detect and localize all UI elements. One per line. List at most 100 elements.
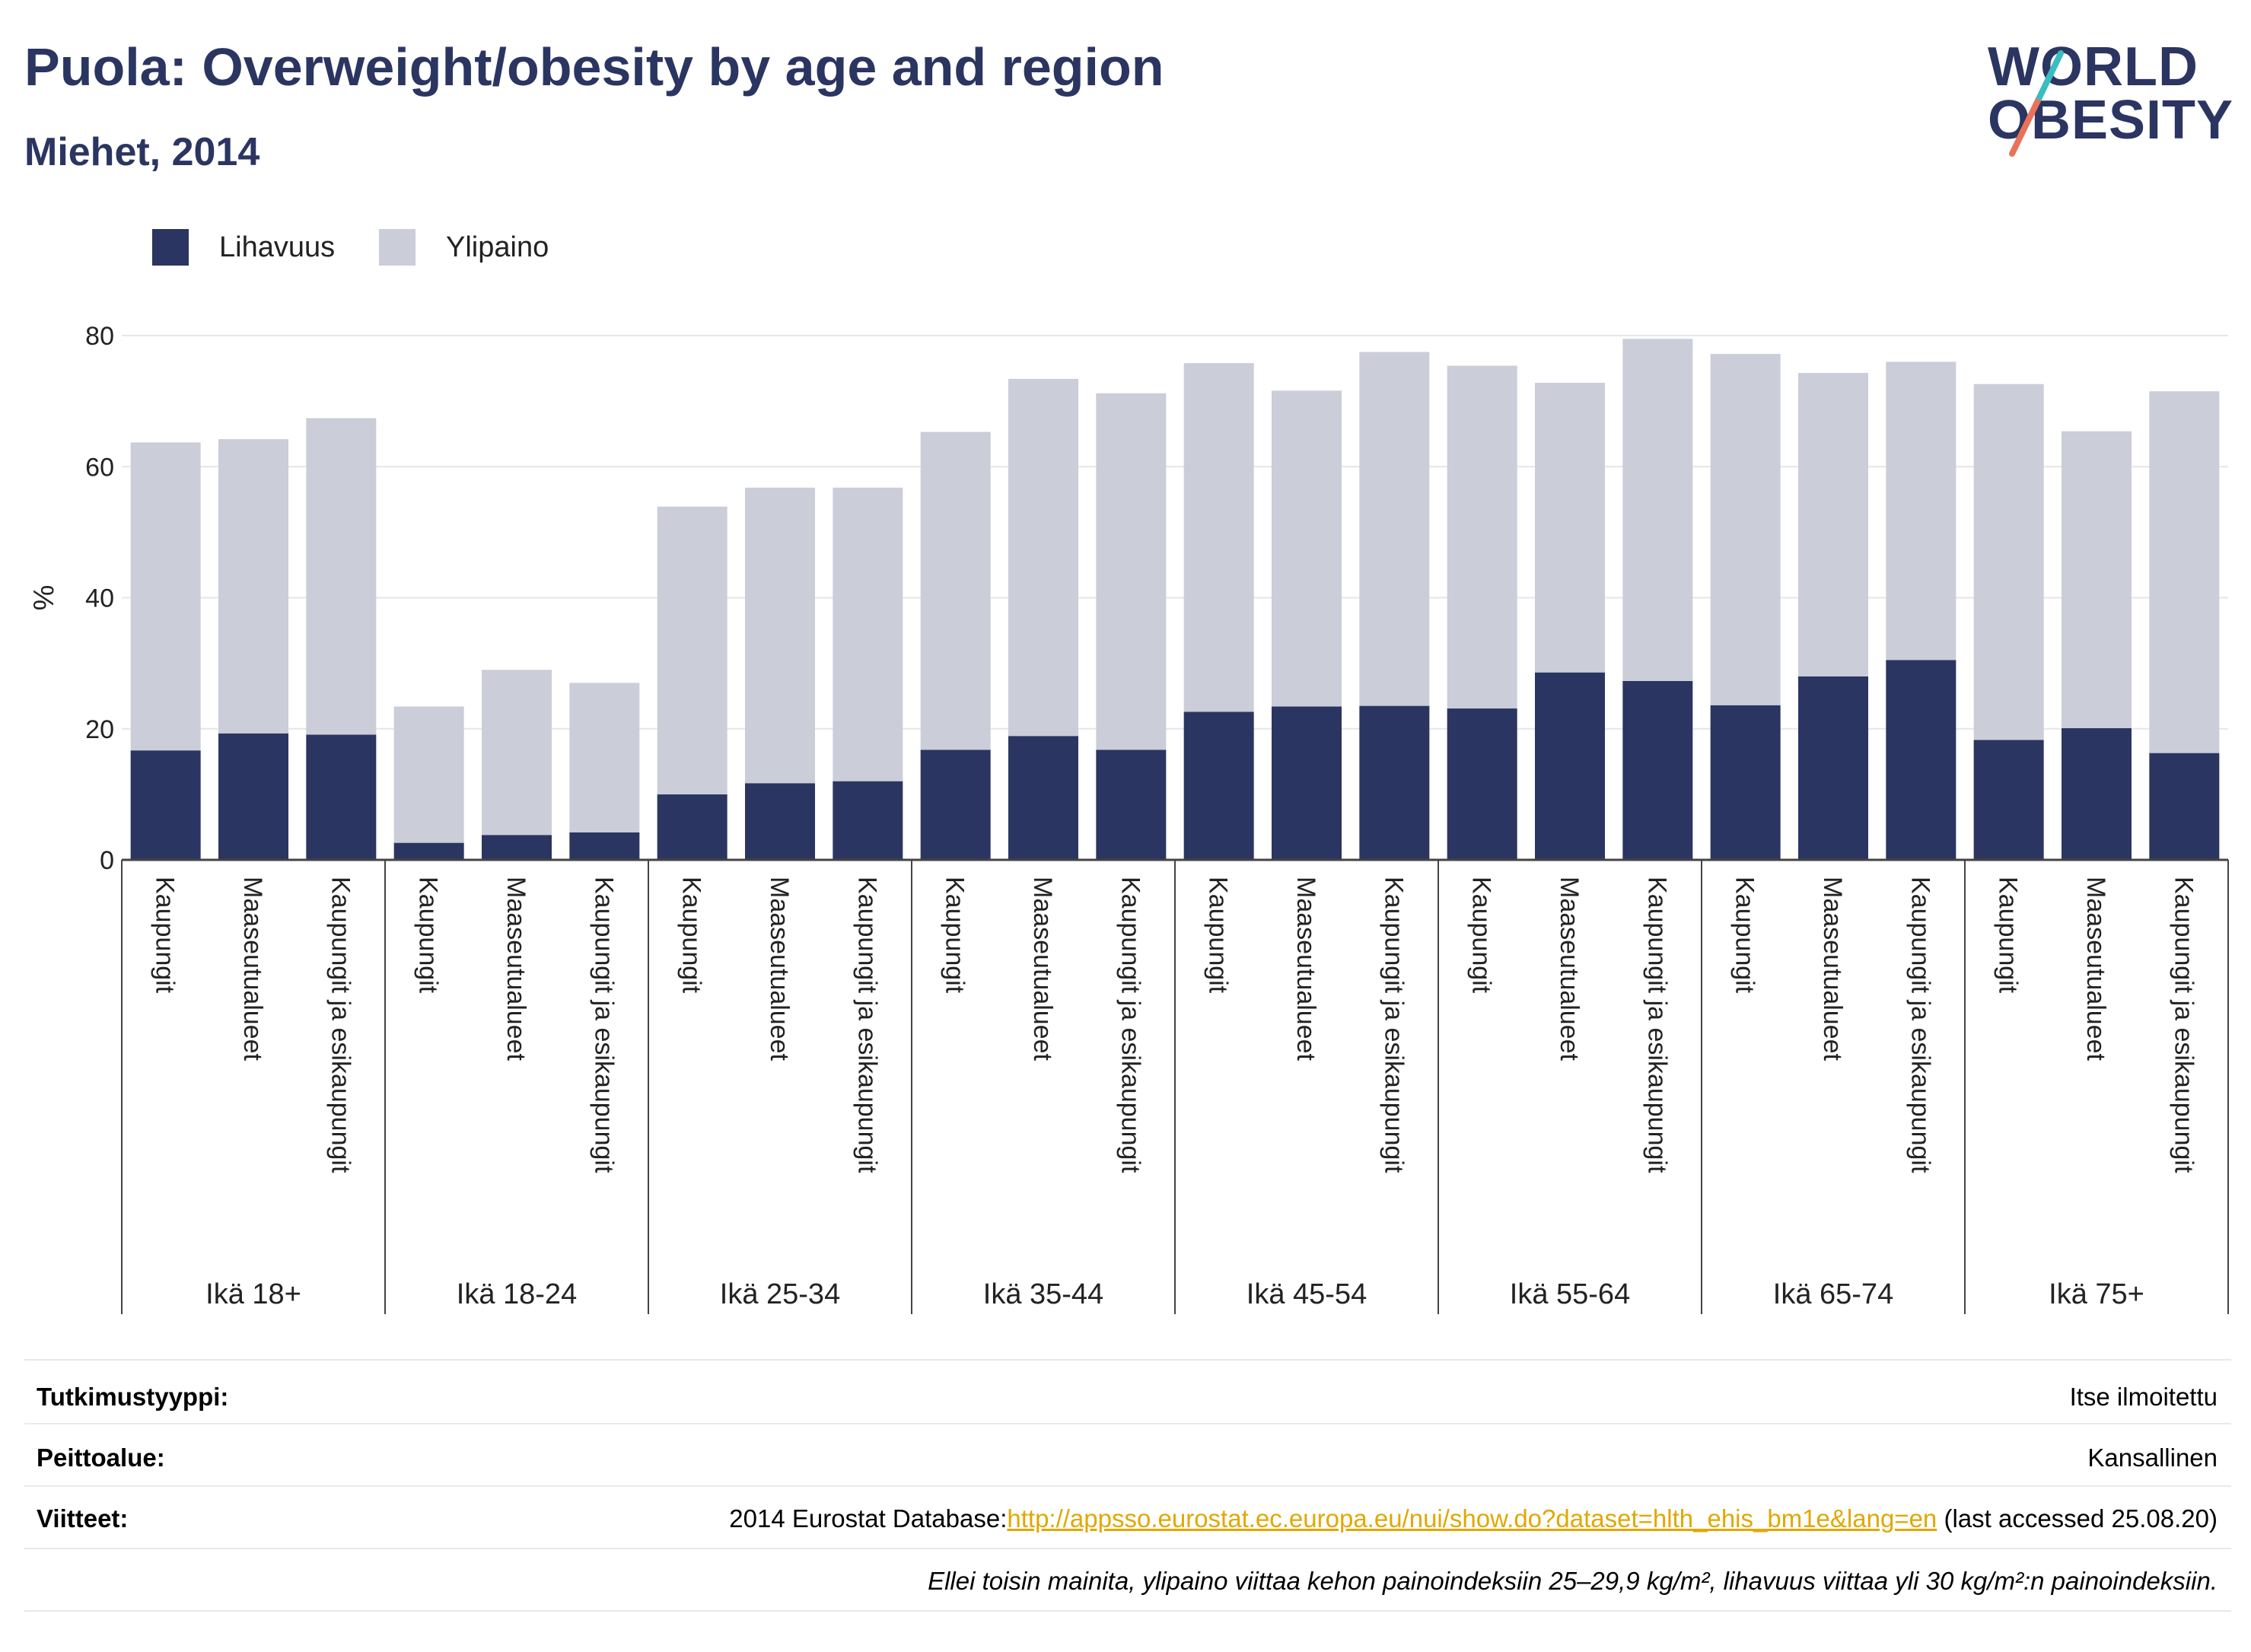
bar-ylipaino bbox=[218, 439, 288, 734]
x-tick-label: Maaseutualueet bbox=[765, 877, 794, 1062]
bar-ylipaino bbox=[2149, 391, 2220, 753]
x-tick-label: Maaseutualueet bbox=[1555, 877, 1584, 1062]
bar-ylipaino bbox=[1535, 383, 1605, 673]
x-tick-label: Kaupungit ja esikaupungit bbox=[326, 877, 355, 1173]
meta-key-study-type: Tutkimustyyppi: bbox=[37, 1383, 229, 1411]
y-tick-label: 0 bbox=[100, 846, 114, 875]
y-tick-label: 80 bbox=[85, 322, 114, 351]
bar-lihavuus bbox=[657, 794, 728, 860]
bar-ylipaino bbox=[920, 431, 991, 750]
x-tick-label: Kaupungit bbox=[677, 877, 706, 994]
bar-lihavuus bbox=[130, 750, 201, 860]
logo-word-world: WORLD bbox=[1988, 37, 2198, 97]
x-tick-label: Kaupungit bbox=[941, 877, 969, 994]
bar-lihavuus bbox=[1886, 660, 1956, 860]
legend-item-ylipaino: Ylipaino bbox=[379, 228, 549, 266]
bar-lihavuus bbox=[218, 733, 288, 860]
x-tick-label: Kaupungit ja esikaupungit bbox=[589, 877, 618, 1173]
x-tick-label: Kaupungit ja esikaupungit bbox=[1906, 877, 1934, 1173]
bar-ylipaino bbox=[657, 506, 728, 794]
x-tick-label: Kaupungit bbox=[1730, 877, 1759, 994]
eurostat-link[interactable]: http://appsso.eurostat.ec.europa.eu/nui/… bbox=[1007, 1504, 1937, 1533]
stacked-bar-chart: 0 20 40 60 80% Kaupungit Maaseutualueet Kaupung… bbox=[28, 322, 2229, 1314]
bar-lihavuus bbox=[393, 842, 464, 860]
group-label: Ikä 35-44 bbox=[983, 1278, 1103, 1310]
bar-ylipaino bbox=[1973, 384, 2044, 740]
x-tick-label: Kaupungit bbox=[151, 877, 180, 994]
group-label: Ikä 75+ bbox=[2049, 1278, 2144, 1310]
bar-lihavuus bbox=[1183, 711, 1254, 860]
x-tick-label: Maaseutualueet bbox=[1818, 877, 1847, 1062]
meta-divider bbox=[24, 1359, 2231, 1361]
meta-divider bbox=[24, 1423, 2231, 1424]
bar-lihavuus bbox=[920, 750, 991, 860]
legend-swatch-ylipaino bbox=[379, 229, 415, 266]
bar-ylipaino bbox=[130, 442, 201, 751]
bar-ylipaino bbox=[1096, 393, 1167, 750]
group-label: Ikä 55-64 bbox=[1510, 1278, 1630, 1310]
bar-lihavuus bbox=[569, 832, 640, 860]
y-axis-label: % bbox=[28, 585, 60, 611]
x-tick-label: Kaupungit bbox=[1204, 877, 1233, 994]
legend-swatch-lihavuus bbox=[152, 229, 189, 266]
bar-ylipaino bbox=[1008, 378, 1078, 737]
bar-lihavuus bbox=[1272, 706, 1342, 860]
bar-lihavuus bbox=[1535, 672, 1605, 860]
meta-value-references: 2014 Eurostat Database:http://appsso.eur… bbox=[729, 1504, 2218, 1533]
references-prefix: 2014 Eurostat Database: bbox=[729, 1504, 1008, 1533]
chart-subtitle: Miehet, 2014 bbox=[24, 130, 260, 174]
bar-lihavuus bbox=[2149, 753, 2220, 860]
chart-title: Puola: Overweight/obesity by age and reg… bbox=[24, 37, 1164, 97]
bar-ylipaino bbox=[1359, 352, 1430, 706]
meta-key-coverage: Peittoalue: bbox=[37, 1444, 165, 1472]
bar-lihavuus bbox=[1798, 676, 1868, 860]
bar-lihavuus bbox=[1096, 750, 1167, 860]
references-suffix: (last accessed 25.08.20) bbox=[1937, 1504, 2218, 1533]
bar-lihavuus bbox=[1710, 705, 1781, 860]
x-tick-label: Kaupungit bbox=[1994, 877, 2023, 994]
x-tick-label: Kaupungit ja esikaupungit bbox=[1116, 877, 1145, 1173]
y-tick-label: 60 bbox=[85, 453, 114, 482]
legend-label-ylipaino: Ylipaino bbox=[446, 231, 549, 263]
meta-row-study-type: Tutkimustyyppi: Itse ilmoitettu bbox=[37, 1382, 2218, 1412]
meta-divider bbox=[24, 1485, 2231, 1487]
legend-label-lihavuus: Lihavuus bbox=[219, 231, 336, 263]
bar-ylipaino bbox=[745, 487, 815, 784]
group-label: Ikä 18-24 bbox=[457, 1278, 577, 1310]
meta-divider bbox=[24, 1548, 2231, 1549]
group-label: Ikä 18+ bbox=[205, 1278, 301, 1310]
bar-lihavuus bbox=[1973, 740, 2044, 860]
x-tick-label: Kaupungit ja esikaupungit bbox=[2169, 877, 2198, 1173]
bar-lihavuus bbox=[1008, 736, 1078, 860]
meta-divider bbox=[24, 1610, 2231, 1612]
bar-lihavuus bbox=[1447, 708, 1517, 860]
bar-ylipaino bbox=[2062, 431, 2132, 728]
bar-ylipaino bbox=[482, 670, 552, 836]
bar-ylipaino bbox=[1447, 365, 1517, 709]
bar-lihavuus bbox=[833, 781, 903, 860]
bar-ylipaino bbox=[1183, 363, 1254, 712]
x-tick-label: Maaseutualueet bbox=[2081, 877, 2110, 1062]
meta-row-references: Viitteet: 2014 Eurostat Database:http://… bbox=[37, 1504, 2218, 1534]
bar-ylipaino bbox=[833, 487, 903, 781]
x-tick-label: Maaseutualueet bbox=[1028, 877, 1057, 1062]
x-tick-label: Kaupungit bbox=[414, 877, 443, 994]
x-tick-label: Maaseutualueet bbox=[501, 877, 530, 1062]
bar-ylipaino bbox=[1886, 361, 1956, 660]
world-obesity-logo: WORLD OBESITY bbox=[1971, 30, 2233, 167]
meta-value-coverage: Kansallinen bbox=[2087, 1444, 2218, 1472]
legend-item-lihavuus: Lihavuus bbox=[152, 228, 335, 266]
bar-ylipaino bbox=[1622, 339, 1693, 681]
group-label: Ikä 45-54 bbox=[1246, 1278, 1367, 1310]
x-tick-label: Kaupungit ja esikaupungit bbox=[852, 877, 881, 1173]
bar-lihavuus bbox=[482, 835, 552, 860]
meta-row-note: Ellei toisin mainita, ylipaino viittaa k… bbox=[37, 1566, 2218, 1596]
bar-lihavuus bbox=[2062, 727, 2132, 860]
logo-slash-icon bbox=[2009, 50, 2064, 157]
bar-ylipaino bbox=[306, 418, 377, 735]
bar-ylipaino bbox=[569, 683, 640, 832]
meta-row-coverage: Peittoalue: Kansallinen bbox=[37, 1443, 2218, 1473]
meta-value-study-type: Itse ilmoitettu bbox=[2069, 1383, 2218, 1411]
bar-ylipaino bbox=[393, 706, 464, 843]
bar-lihavuus bbox=[745, 783, 815, 860]
